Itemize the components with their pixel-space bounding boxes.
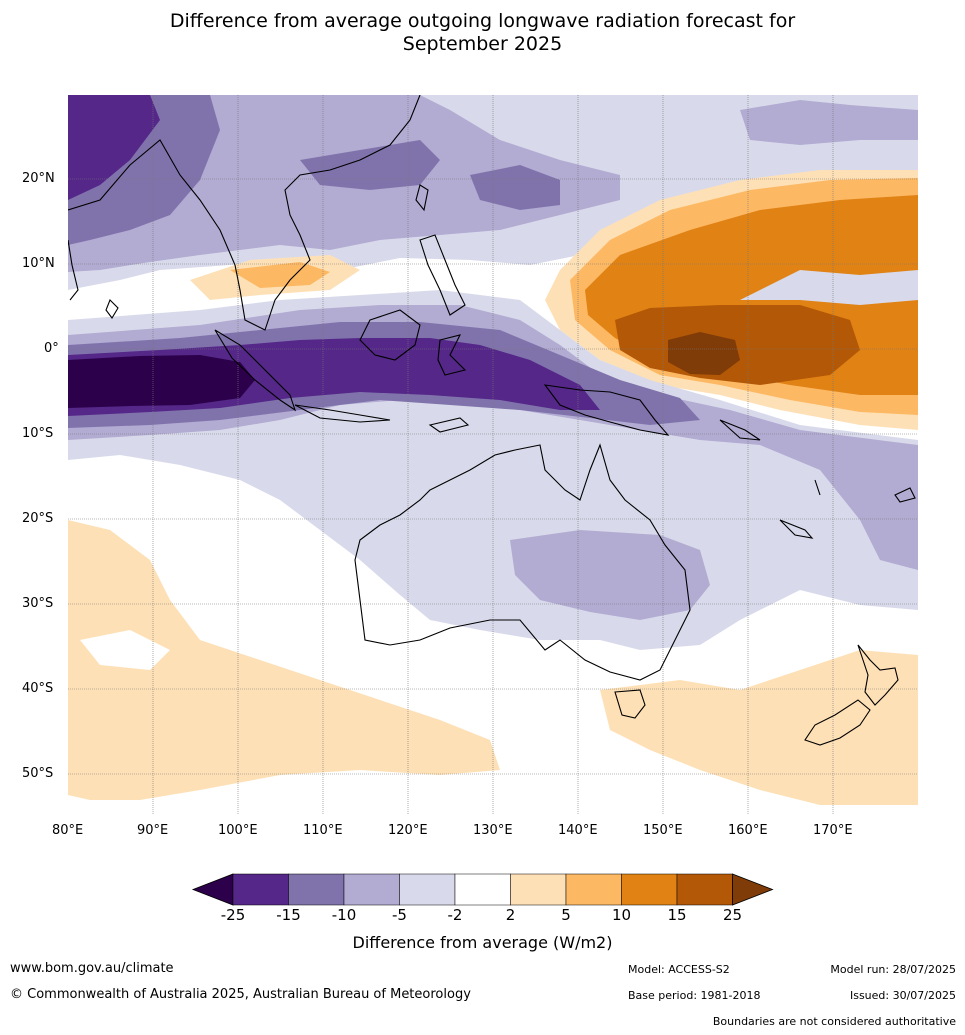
new-guinea-coast [543,384,670,436]
lon-label-100e: 100°E [218,823,258,838]
title-line-1: Difference from average outgoing longwav… [169,10,796,32]
title-line-2: September 2025 [402,33,563,55]
colorbar-swatch [510,873,567,906]
colorbar-swatch [454,873,511,906]
lat-label-40s: 40°S [22,681,54,696]
colorbar-tick-label: 2 [505,906,516,924]
sri-lanka-coast [105,299,119,319]
colorbar-swatch [565,873,622,906]
new-zealand-south [804,699,871,746]
new-zealand-north [857,644,899,706]
anomaly-south-indian-orange [68,520,500,800]
sumatra-coast [214,329,297,412]
colorbar-label: Difference from average (W/m2) [352,933,613,952]
footer-issued: Issued: 30/07/2025 [849,989,956,1002]
colorbar-tick-label: -2 [447,906,463,924]
vanuatu-new-caledonia [779,479,821,539]
sulawesi-coast [437,334,467,376]
anomaly-equator-darkest [68,355,255,408]
colorbar-swatch [232,873,289,906]
lon-label-150e: 150°E [643,823,683,838]
anomaly-south-indian-gap [80,630,170,670]
anomaly-australia-purple [510,530,710,620]
footer-model-run: Model run: 28/07/2025 [830,963,956,976]
asia-mainland-coast [68,95,421,331]
colorbar-swatch [288,873,345,906]
australia-coast [354,443,691,681]
footer-model: Model: ACCESS-S2 [628,963,730,976]
anomaly-north-darker [68,95,160,200]
colorbar-tick-label: 25 [722,906,743,924]
lat-label-10s: 10°S [22,426,54,441]
colorbar-tick-label: -5 [392,906,407,924]
tasmania-coast [614,689,646,719]
lon-label-160e: 160°E [728,823,768,838]
solomon-islands [719,419,761,441]
borneo-coast [359,309,421,361]
anomaly-wpac-purple-gap [740,270,918,305]
lon-label-170e: 170°E [813,823,853,838]
colorbar-extend-low [191,873,234,906]
anomaly-wpac-max [668,332,740,375]
colorbar-extend-high [732,873,774,906]
lon-label-140e: 140°E [558,823,598,838]
lat-label-20s: 20°S [22,511,54,526]
colorbar-swatch [343,873,400,906]
fiji-coast [894,487,916,503]
colorbar-tick-label: 10 [611,906,632,924]
colorbar-tick-label: -15 [276,906,301,924]
coastlines [68,95,916,746]
lat-label-20n: 20°N [22,171,55,186]
colorbar-tick-label: -25 [220,906,246,924]
footer-base-period: Base period: 1981-2018 [628,989,761,1002]
lat-label-0: 0° [44,341,59,356]
footer-copyright: © Commonwealth of Australia 2025, Austra… [10,987,471,1002]
lon-label-90e: 90°E [137,823,169,838]
lat-label-10n: 10°N [22,256,55,271]
colorbar-tick-label: -10 [331,906,357,924]
philippines-coast [419,234,466,316]
timor-coast [428,417,470,433]
footer-boundaries-note: Boundaries are not considered authoritat… [712,1015,956,1028]
map-title: Difference from average outgoing longwav… [0,10,965,56]
india-tip-coast [68,239,79,301]
anomaly-scs-dark [470,165,560,210]
lon-label-130e: 130°E [473,823,513,838]
graticule [68,95,918,815]
colorbar-swatch [621,873,678,906]
colorbar-tick-label: 15 [667,906,687,924]
olr-anomaly-map [68,95,918,815]
colorbar [191,873,774,906]
colorbar-swatch [676,873,733,906]
colorbar-tick-label: 5 [561,906,571,924]
lat-label-50s: 50°S [22,766,54,781]
footer-website: www.bom.gov.au/climate [10,961,174,976]
taiwan-coast [415,184,429,212]
colorbar-swatch [399,873,456,906]
anomaly-indochina-orange-mid [230,262,330,288]
java-coast [294,404,391,423]
map-frame [68,95,918,815]
lon-label-110e: 110°E [303,823,343,838]
lon-label-120e: 120°E [388,823,428,838]
anomaly-china-dark [300,140,440,190]
anomaly-sea-purple [740,100,918,145]
lat-label-30s: 30°S [22,596,54,611]
lon-label-80e: 80°E [52,823,84,838]
